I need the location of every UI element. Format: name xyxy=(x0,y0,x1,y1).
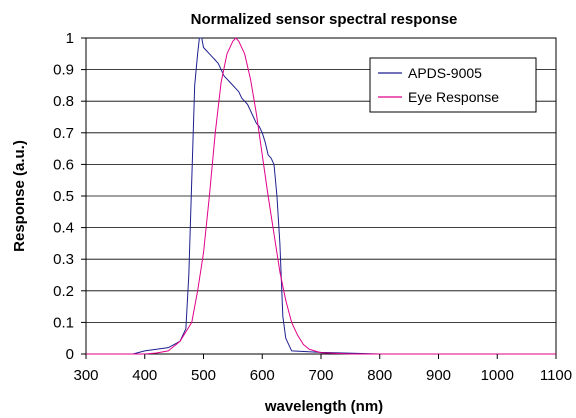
x-tick-label: 1000 xyxy=(481,367,514,384)
y-axis-label: Response (a.u.) xyxy=(11,140,28,252)
series-line-eye-response xyxy=(86,37,556,355)
x-tick-label: 700 xyxy=(308,367,333,384)
legend: APDS-9005 Eye Response xyxy=(369,57,537,113)
x-tick-label: 600 xyxy=(250,367,275,384)
y-tick-label: 0.7 xyxy=(53,125,74,142)
x-tick-label: 300 xyxy=(73,367,98,384)
legend-box xyxy=(369,57,537,113)
y-tick-label: 0.4 xyxy=(53,220,74,237)
y-tick-label: 0.6 xyxy=(53,156,74,173)
x-tick-label: 1100 xyxy=(540,367,572,384)
y-tick-label: 0.9 xyxy=(53,62,74,79)
series-line-apds-9005 xyxy=(86,37,556,355)
x-tick-label: 400 xyxy=(132,367,157,384)
chart-title: Normalized sensor spectral response xyxy=(191,11,458,28)
series-layer xyxy=(86,37,556,355)
y-tick-label: 0.3 xyxy=(53,251,74,268)
x-tick-label: 800 xyxy=(367,367,392,384)
y-axis-ticks: 0 0.1 0.2 0.3 0.4 0.5 0.6 0.7 0.8 0.9 1 xyxy=(53,30,86,363)
legend-label: Eye Response xyxy=(408,89,499,105)
y-tick-label: 0.1 xyxy=(53,314,74,331)
x-tick-label: 500 xyxy=(191,367,216,384)
y-tick-label: 0.8 xyxy=(53,93,74,110)
y-tick-label: 0.2 xyxy=(53,283,74,300)
legend-label: APDS-9005 xyxy=(408,65,482,81)
x-axis-label: wavelength (nm) xyxy=(264,398,383,415)
x-axis-ticks: 300 400 500 600 700 800 900 1000 1100 xyxy=(73,354,572,384)
x-tick-label: 900 xyxy=(426,367,451,384)
y-tick-label: 0 xyxy=(66,346,74,363)
y-tick-label: 1 xyxy=(66,30,74,47)
y-tick-label: 0.5 xyxy=(53,188,74,205)
